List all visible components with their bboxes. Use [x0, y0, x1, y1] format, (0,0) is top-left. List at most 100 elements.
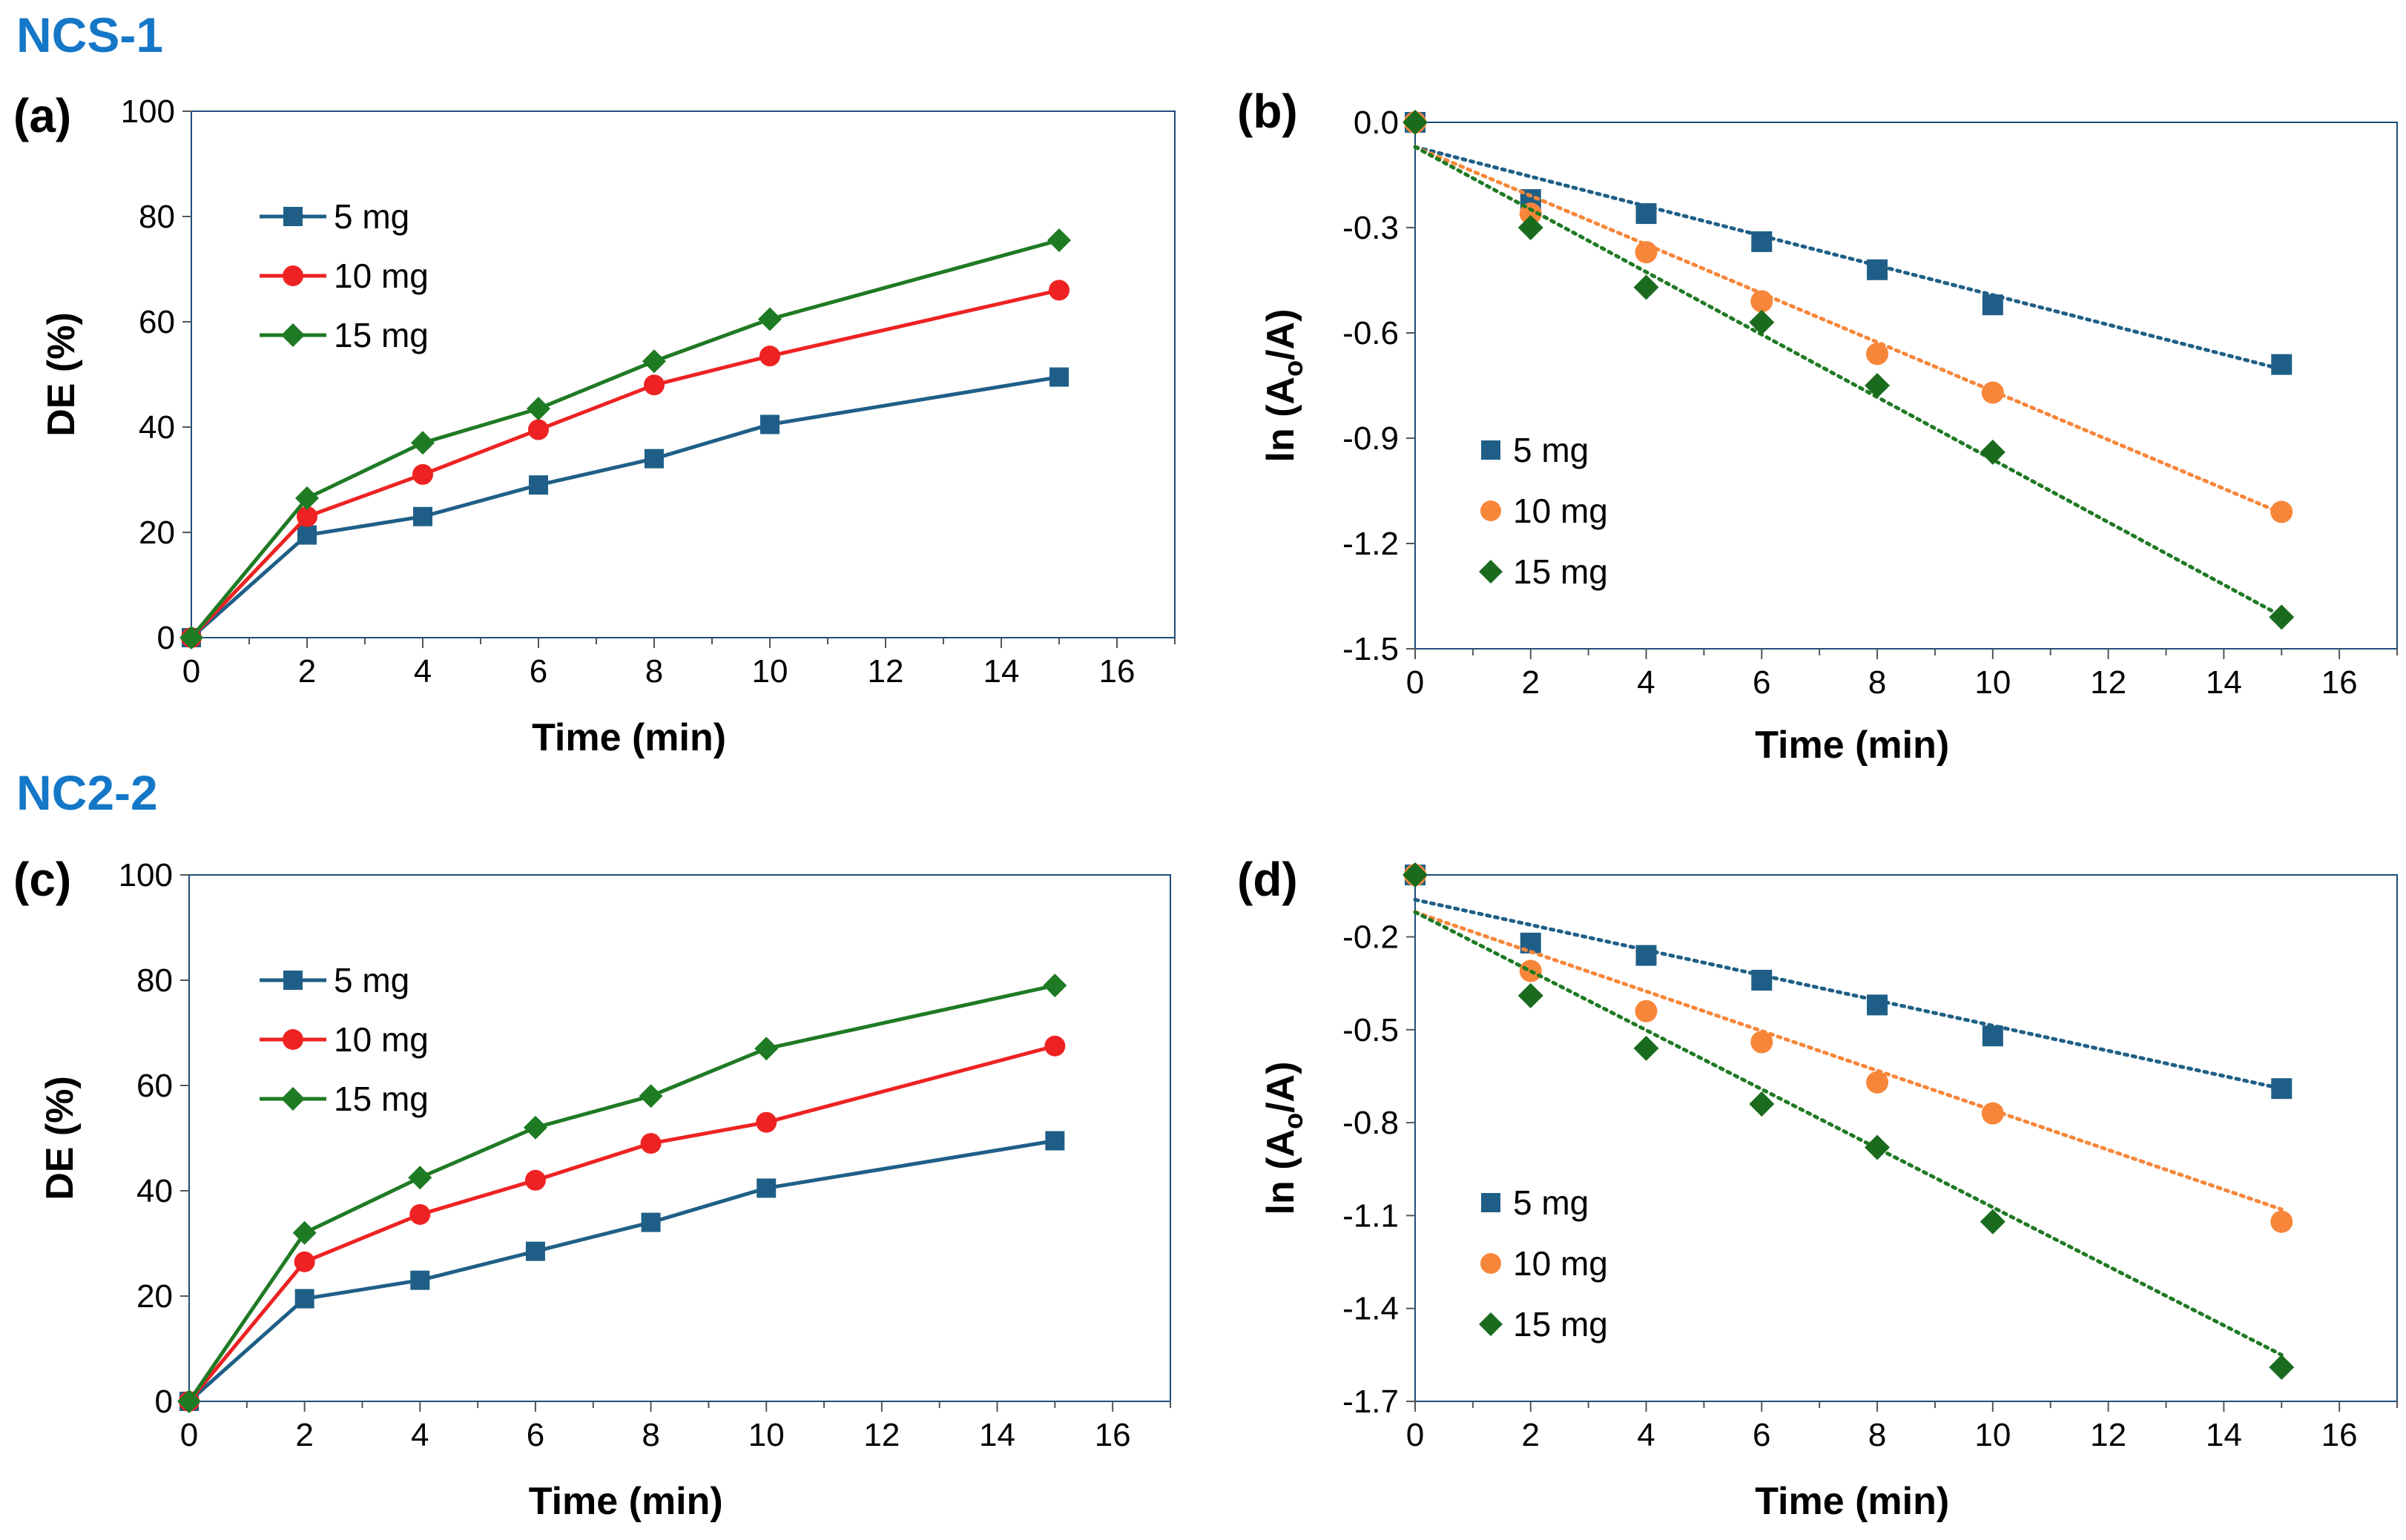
marker-10-mg — [1635, 999, 1658, 1022]
x-tick-label: 14 — [983, 653, 1020, 690]
x-tick-label: 12 — [863, 1417, 900, 1453]
marker-5-mg — [294, 1289, 314, 1309]
marker-15-mg — [1479, 1312, 1503, 1336]
x-tick-label: 6 — [1753, 664, 1770, 701]
y-axis-title-end: /A) — [1259, 1062, 1302, 1113]
series-line-15-mg — [190, 238, 1060, 639]
marker-5-mg — [1635, 203, 1657, 225]
legend-label-10-mg: 10 mg — [334, 257, 429, 295]
marker-15-mg — [179, 626, 203, 650]
y-tick-label: 60 — [139, 304, 175, 340]
panel-a: (a) 0 2 4 6 8 10 12 14 16 0 20 40 60 80 100 Time (min) DE… — [13, 89, 1176, 759]
marker-5-mg — [1982, 1025, 2003, 1047]
x-tick-label: 0 — [1406, 664, 1424, 701]
x-tick-label: 6 — [1753, 1417, 1770, 1453]
x-tick-label: 2 — [1522, 1417, 1540, 1453]
x-tick-label: 4 — [411, 1417, 429, 1453]
y-tick-label: 20 — [139, 515, 175, 551]
marker-15-mg — [2269, 1355, 2295, 1381]
x-tick-label: 8 — [645, 653, 663, 690]
marker-5-mg — [283, 207, 303, 226]
trend-line-5-mg — [1413, 897, 2284, 1091]
plot-area — [191, 110, 1176, 638]
marker-5-mg — [760, 414, 780, 434]
marker-5-mg — [525, 1241, 545, 1261]
marker-5-mg — [283, 971, 303, 990]
y-axis-title-sub: o — [1278, 360, 1308, 377]
marker-15-mg — [1980, 439, 2005, 465]
panel-label: (d) — [1237, 853, 1298, 906]
marker-15-mg — [408, 1166, 432, 1190]
y-tick-label: -1.2 — [1342, 526, 1399, 562]
marker-15-mg — [527, 397, 550, 421]
legend-label-5-mg: 5 mg — [334, 961, 409, 999]
y-tick-label: 0 — [155, 1384, 173, 1420]
y-axis-title-end: /A) — [1259, 309, 1302, 360]
marker-10-mg — [409, 1203, 431, 1225]
marker-10-mg — [756, 1111, 777, 1133]
marker-15-mg — [1043, 974, 1067, 998]
y-tick-label: -0.2 — [1342, 919, 1399, 956]
marker-10-mg — [1981, 1102, 2004, 1125]
marker-5-mg — [757, 1178, 777, 1198]
marker-5-mg — [1049, 367, 1069, 387]
series-5-mg — [1405, 865, 2293, 1100]
marker-10-mg — [283, 265, 303, 286]
marker-15-mg — [1980, 1209, 2005, 1235]
plot-area — [1414, 122, 2398, 650]
marker-5-mg — [1481, 440, 1500, 460]
marker-15-mg — [411, 431, 435, 455]
y-tick-label: -0.6 — [1342, 315, 1399, 351]
x-tick-label: 12 — [868, 653, 904, 690]
y-tick-label: -0.5 — [1342, 1012, 1399, 1048]
x-tick-label: 4 — [1637, 1417, 1655, 1453]
y-tick-label: -0.9 — [1342, 420, 1399, 457]
series-line-5-mg — [190, 375, 1060, 639]
marker-10-mg — [2270, 1210, 2293, 1233]
marker-5-mg — [2271, 1078, 2293, 1100]
marker-5-mg — [645, 449, 664, 469]
marker-15-mg — [281, 323, 305, 347]
x-tick-label: 0 — [180, 1417, 198, 1453]
marker-5-mg — [641, 1212, 661, 1232]
plot-area — [188, 874, 1171, 1402]
series-5-mg — [182, 367, 1069, 647]
marker-15-mg — [754, 1037, 779, 1061]
x-tick-label: 10 — [748, 1417, 785, 1453]
legend: 5 mg 10 mg 15 mg — [1479, 431, 1608, 591]
x-tick-label: 12 — [2090, 1417, 2126, 1453]
series-15-mg — [177, 974, 1067, 1413]
marker-10-mg — [1480, 1253, 1501, 1274]
legend-label-15-mg: 15 mg — [334, 316, 429, 354]
marker-5-mg — [1867, 994, 1888, 1016]
x-tick-label: 6 — [527, 1417, 544, 1453]
y-tick-label: -1.5 — [1342, 631, 1399, 667]
marker-15-mg — [1865, 1134, 1891, 1160]
x-tick-label: 16 — [2321, 664, 2358, 701]
series-line-5-mg — [188, 1139, 1055, 1403]
panel-label: (b) — [1237, 85, 1298, 138]
x-tick-label: 8 — [1868, 664, 1886, 701]
x-tick-label: 10 — [1974, 1417, 2011, 1453]
y-tick-label: 100 — [121, 93, 175, 130]
marker-10-mg — [759, 346, 780, 367]
marker-10-mg — [1750, 1031, 1773, 1054]
marker-10-mg — [1049, 280, 1069, 301]
marker-15-mg — [295, 486, 319, 510]
y-tick-label: -1.1 — [1342, 1197, 1399, 1234]
marker-15-mg — [1749, 1091, 1775, 1117]
series-15-mg — [179, 228, 1071, 650]
marker-15-mg — [642, 349, 666, 374]
marker-10-mg — [1866, 343, 1889, 366]
series-15-mg — [1403, 862, 2295, 1381]
marker-10-mg — [297, 506, 317, 527]
x-tick-label: 14 — [2206, 664, 2242, 701]
y-axis-title: DE (%) — [40, 312, 83, 437]
marker-5-mg — [529, 475, 548, 495]
legend-label-10-mg: 10 mg — [1513, 1244, 1608, 1283]
y-tick-label: -1.7 — [1342, 1384, 1399, 1420]
y-tick-label: 80 — [139, 199, 175, 235]
x-tick-label: 10 — [752, 653, 788, 690]
marker-5-mg — [1867, 259, 1888, 280]
y-tick-label: 40 — [136, 1173, 173, 1209]
